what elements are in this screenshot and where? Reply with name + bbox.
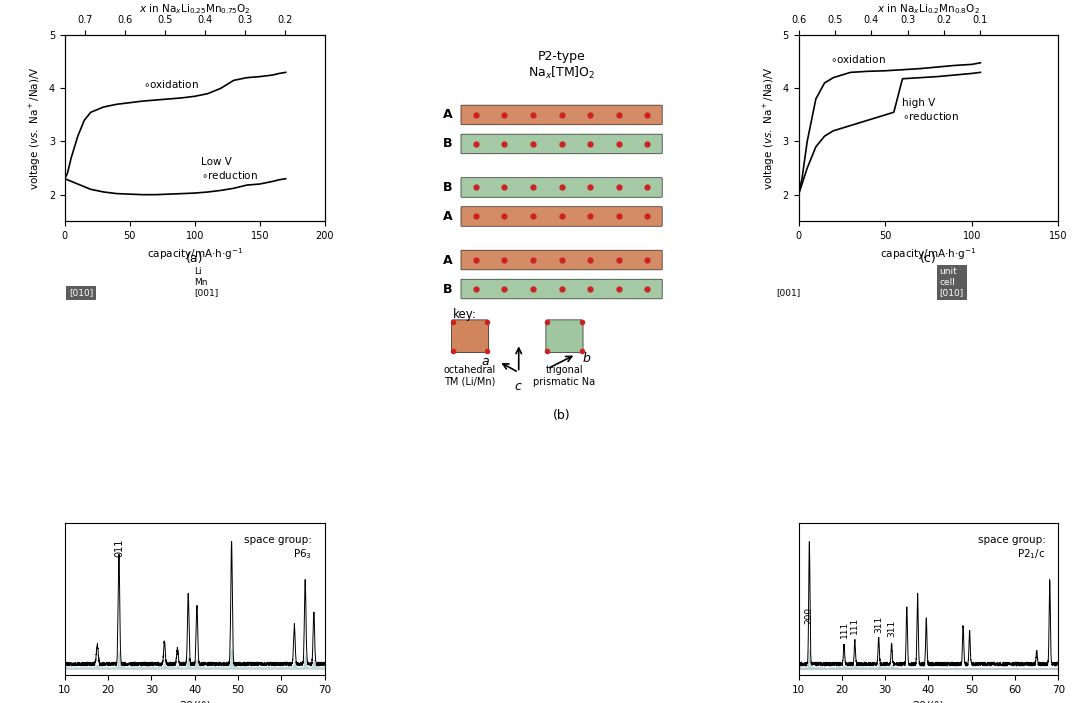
Text: [001]: [001] [777,288,800,297]
FancyBboxPatch shape [461,134,662,154]
Text: 311: 311 [887,619,896,637]
Text: (a): (a) [186,252,203,265]
Y-axis label: voltage ($vs.$ Na$^+$/Na)/V: voltage ($vs.$ Na$^+$/Na)/V [28,66,43,190]
Text: (c): (c) [920,252,936,265]
Text: 311: 311 [874,616,883,633]
Y-axis label: voltage ($vs.$ Na$^+$/Na)/V: voltage ($vs.$ Na$^+$/Na)/V [761,66,777,190]
FancyBboxPatch shape [545,320,583,352]
Text: $b$: $b$ [582,351,591,365]
FancyBboxPatch shape [461,250,662,270]
Text: $c$: $c$ [514,380,523,393]
Text: B: B [443,181,453,194]
Text: B: B [443,138,453,150]
Text: space group:
P2$_1$/c: space group: P2$_1$/c [977,535,1045,560]
Text: 011: 011 [114,538,124,557]
Text: space group:
P6$_3$: space group: P6$_3$ [244,535,312,560]
FancyBboxPatch shape [461,279,662,299]
Text: Low V
$\circ$reduction: Low V $\circ$reduction [201,157,258,181]
Text: (b): (b) [553,408,570,422]
X-axis label: capacity/mA·h·g$^{-1}$: capacity/mA·h·g$^{-1}$ [880,247,976,262]
Text: A: A [443,254,453,266]
Text: [010]: [010] [69,288,93,297]
Text: A: A [443,108,453,122]
Text: Li
Mn
[001]: Li Mn [001] [194,267,218,297]
Text: A: A [443,210,453,223]
Text: octahedral
TM (Li/Mn): octahedral TM (Li/Mn) [444,365,496,387]
Text: 111: 111 [839,621,849,638]
Text: key:: key: [453,308,477,321]
Text: $a$: $a$ [482,355,490,368]
X-axis label: capacity/mA·h·g$^{-1}$: capacity/mA·h·g$^{-1}$ [147,247,243,262]
Text: P2-type
Na$_x$[TM]O$_2$: P2-type Na$_x$[TM]O$_2$ [528,50,595,81]
X-axis label: $x$ in Na$_x$Li$_{0.25}$Mn$_{0.75}$O$_2$: $x$ in Na$_x$Li$_{0.25}$Mn$_{0.75}$O$_2$ [139,3,251,16]
FancyBboxPatch shape [461,105,662,124]
FancyBboxPatch shape [451,320,489,352]
X-axis label: $x$ in Na$_x$Li$_{0.2}$Mn$_{0.8}$O$_2$: $x$ in Na$_x$Li$_{0.2}$Mn$_{0.8}$O$_2$ [877,3,980,16]
FancyBboxPatch shape [461,178,662,198]
Text: B: B [443,283,453,295]
Text: 111: 111 [850,617,860,633]
X-axis label: 2θ/(°): 2θ/(°) [179,700,211,703]
Text: trigonal
prismatic Na: trigonal prismatic Na [534,365,595,387]
Text: $\circ$oxidation: $\circ$oxidation [829,53,886,65]
Text: high V
$\circ$reduction: high V $\circ$reduction [903,98,959,122]
X-axis label: 2θ/(°): 2θ/(°) [913,700,944,703]
Text: $\circ$oxidation: $\circ$oxidation [143,78,199,90]
Text: unit
cell
[010]: unit cell [010] [940,267,963,297]
FancyBboxPatch shape [461,207,662,226]
Text: 200: 200 [805,607,814,624]
